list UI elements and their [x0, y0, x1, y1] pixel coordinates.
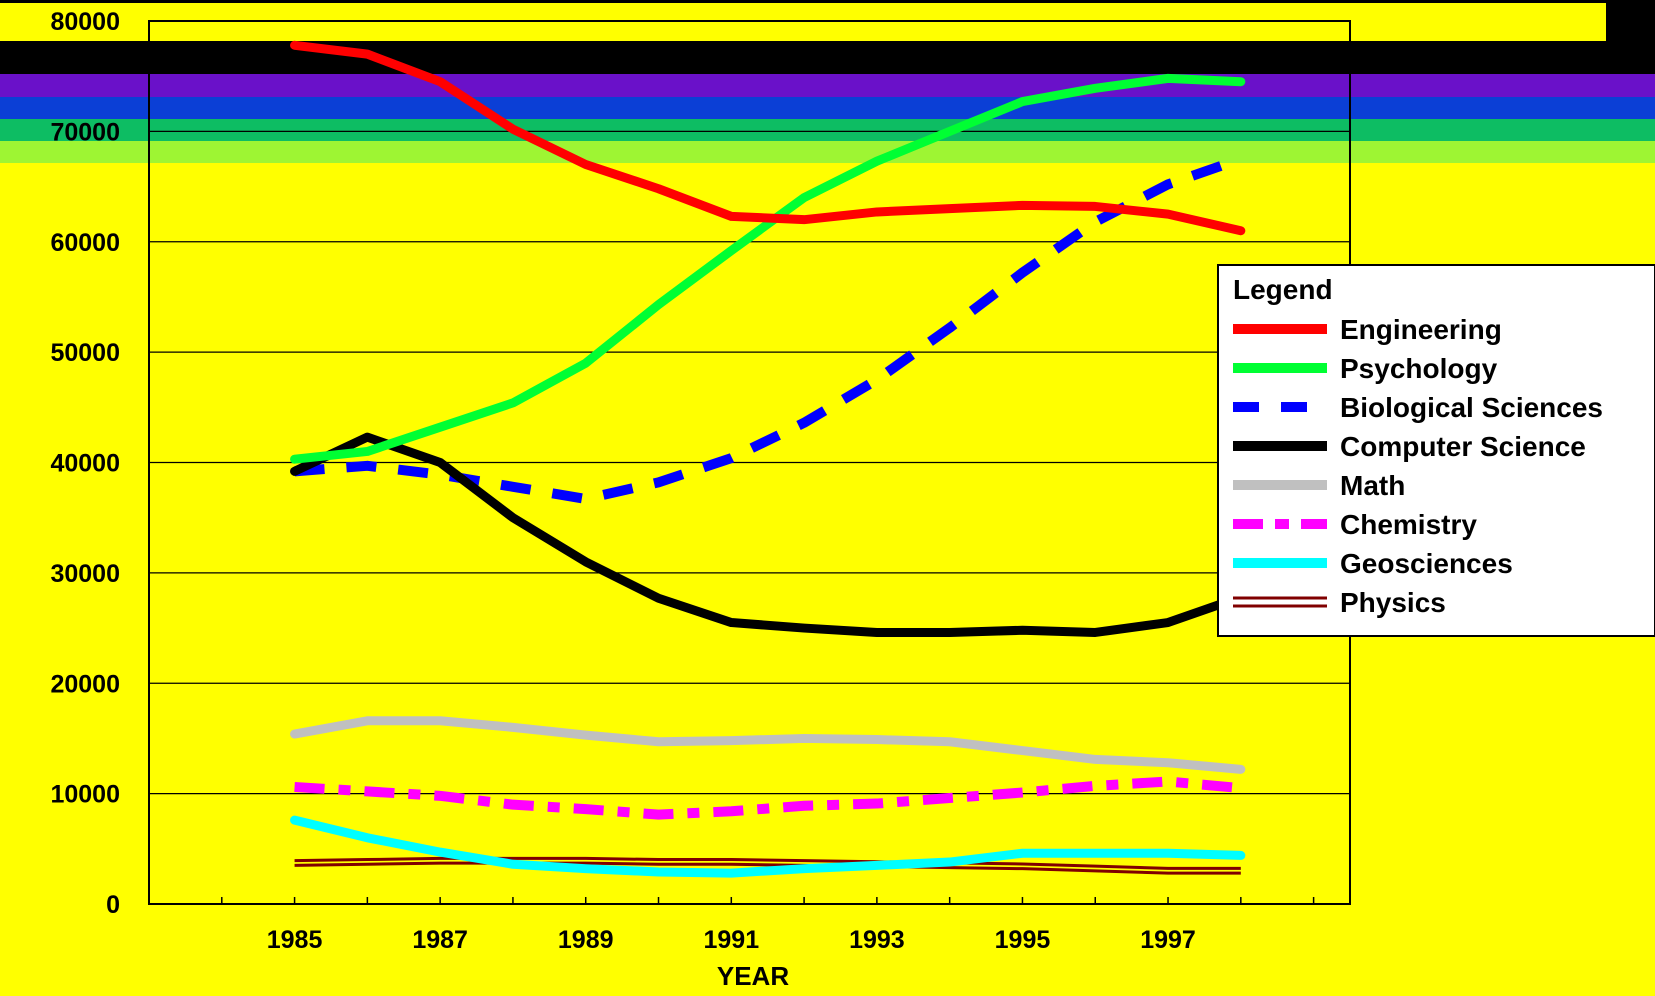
series-line-computer-science [290, 432, 1246, 637]
x-axis-title: YEAR [717, 961, 789, 991]
legend-label-physics: Physics [1340, 587, 1446, 618]
series-line-chemistry [294, 776, 1242, 820]
legend-item-physics: Physics [1233, 587, 1446, 618]
legend-label-geosciences: Geosciences [1340, 548, 1513, 579]
legend-label-engineering: Engineering [1340, 314, 1502, 345]
legend-item-psychology: Psychology [1233, 353, 1498, 384]
x-tick-label-1985: 1985 [267, 926, 323, 954]
x-tick-label-1997: 1997 [1140, 926, 1196, 954]
y-tick-label-60000: 60000 [50, 229, 120, 257]
series-lines [290, 40, 1246, 878]
x-axis: 1985 1987 1989 1991 1993 1995 1997 [148, 897, 1315, 954]
y-tick-label-40000: 40000 [50, 450, 120, 478]
legend-item-engineering: Engineering [1233, 314, 1502, 345]
band-blue [0, 97, 1655, 119]
x-tick-label-1993: 1993 [849, 926, 905, 954]
y-axis: 0 10000 20000 30000 40000 50000 60000 70000 8000… [50, 8, 120, 919]
legend: Legend Engineering Psychology Biological S… [1217, 264, 1655, 637]
y-tick-label-80000: 80000 [50, 8, 120, 36]
band-purple [0, 74, 1655, 97]
x-tick-label-1987: 1987 [412, 926, 468, 954]
legend-items: Engineering Psychology Biological Sciences… [1233, 314, 1603, 618]
x-tick-label-1991: 1991 [703, 926, 759, 954]
legend-label-math: Math [1340, 470, 1405, 501]
x-tick-label-1995: 1995 [995, 926, 1051, 954]
legend-label-biological-sciences: Biological Sciences [1340, 392, 1603, 423]
series-line-psychology [290, 73, 1246, 464]
y-tick-label-0: 0 [106, 891, 120, 919]
legend-label-psychology: Psychology [1340, 353, 1498, 384]
y-tick-label-10000: 10000 [50, 781, 120, 809]
legend-item-geosciences: Geosciences [1233, 548, 1513, 579]
legend-item-math: Math [1233, 470, 1405, 501]
band-black-top-right [1606, 0, 1655, 41]
legend-item-chemistry: Chemistry [1233, 509, 1477, 540]
band-teal [0, 119, 1655, 141]
series-line-math [290, 716, 1246, 774]
band-black-wide [0, 41, 1655, 74]
y-tick-label-70000: 70000 [50, 118, 120, 146]
band-light-green [0, 141, 1655, 163]
y-tick-label-30000: 30000 [50, 560, 120, 588]
y-tick-label-20000: 20000 [50, 670, 120, 698]
legend-item-biological-sciences: Biological Sciences [1233, 392, 1603, 423]
legend-label-computer-science: Computer Science [1340, 431, 1586, 462]
series-line-engineering [290, 40, 1246, 236]
series-line-physics-b [294, 861, 1241, 875]
legend-label-chemistry: Chemistry [1340, 509, 1477, 540]
legend-item-computer-science: Computer Science [1233, 431, 1586, 462]
legend-title: Legend [1233, 274, 1333, 305]
series-line-geosciences [290, 815, 1246, 878]
y-tick-label-50000: 50000 [50, 339, 120, 367]
band-black [0, 0, 1655, 3]
x-tick-label-1989: 1989 [558, 926, 614, 954]
